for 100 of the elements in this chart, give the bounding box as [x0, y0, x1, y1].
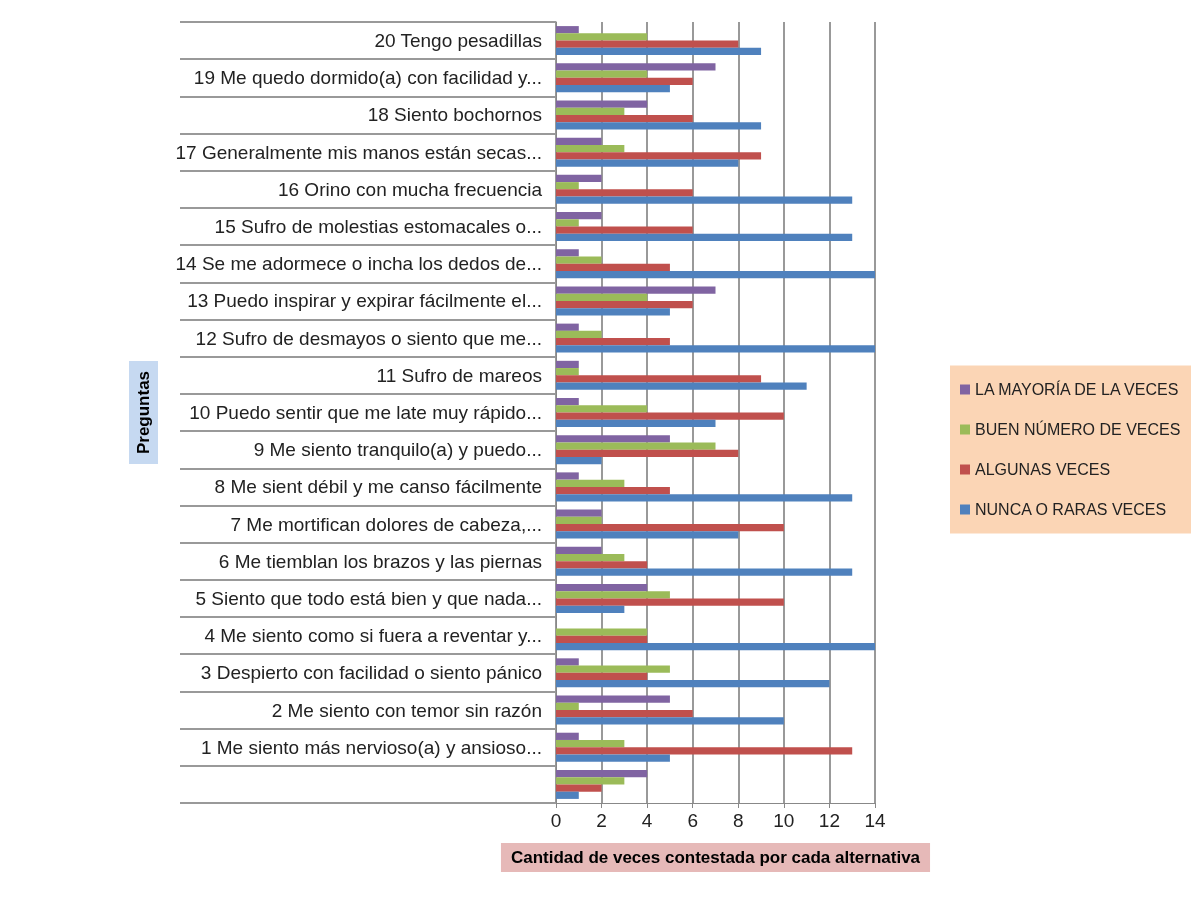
bar — [556, 249, 579, 257]
bar — [556, 382, 807, 390]
bar — [556, 754, 670, 762]
bar — [556, 212, 602, 220]
bar — [556, 665, 670, 673]
legend-label: ALGUNAS VECES — [975, 461, 1111, 478]
legend-label: LA MAYORÍA DE LA VECES — [975, 380, 1179, 398]
bar — [556, 546, 602, 555]
bar — [556, 375, 762, 383]
bar — [556, 323, 579, 331]
bar — [556, 308, 670, 316]
y-tick-label: 18 Siento bochornos — [367, 104, 542, 126]
bar — [556, 270, 875, 279]
y-tick-label: 8 Me sient débil y me canso fácilmente — [214, 476, 542, 498]
x-tick-label: 0 — [550, 810, 562, 831]
bar — [556, 531, 739, 539]
bar — [556, 449, 739, 457]
bar — [556, 293, 648, 301]
bar — [556, 479, 625, 487]
bar — [556, 628, 648, 636]
bar — [556, 338, 670, 346]
bar — [556, 122, 762, 130]
bar — [556, 405, 648, 413]
bar — [556, 182, 579, 190]
bar — [556, 286, 716, 294]
legend-label: NUNCA O RARAS VECES — [975, 501, 1167, 518]
bar — [556, 524, 784, 532]
bar — [556, 710, 693, 718]
bar — [556, 360, 579, 369]
bar — [556, 144, 625, 153]
bar — [556, 568, 853, 576]
bar — [556, 256, 602, 264]
bar — [556, 591, 670, 599]
x-tick-label: 6 — [687, 810, 698, 831]
x-tick-label: 14 — [864, 810, 886, 831]
bar — [556, 486, 670, 495]
bar — [556, 583, 648, 592]
bar — [556, 456, 602, 465]
x-tick-label: 12 — [818, 810, 840, 831]
bar — [556, 442, 716, 450]
bar — [556, 739, 625, 748]
bar — [556, 100, 648, 108]
bar — [556, 263, 670, 271]
bar — [556, 114, 693, 123]
y-tick-label: 17 Generalmente mis manos están secas... — [175, 141, 542, 163]
bar — [556, 435, 670, 443]
bar — [556, 732, 579, 740]
bar — [556, 174, 602, 183]
bar — [556, 516, 602, 525]
bar — [556, 561, 648, 569]
y-tick-label: 13 Puedo inspirar y expirar fácilmente el... — [187, 290, 542, 312]
legend-label: BUEN NÚMERO DE VECES — [975, 420, 1181, 438]
y-tick-label: 10 Puedo sentir que me late muy rápido... — [189, 402, 542, 423]
bar — [556, 196, 853, 204]
bar — [556, 219, 579, 227]
y-tick-label: 3 Despierto con facilidad o siento pánico — [200, 662, 542, 684]
bar — [556, 554, 625, 562]
bar — [556, 47, 762, 56]
bar — [556, 635, 648, 643]
y-tick-label: 7 Me mortifican dolores de cabeza,... — [230, 513, 542, 535]
bar — [556, 107, 625, 115]
bar — [556, 26, 579, 34]
y-tick-label: 16 Orino con mucha frecuencia — [277, 178, 543, 200]
bar — [556, 233, 853, 242]
x-tick-label: 8 — [733, 810, 744, 831]
y-tick-label: 1 Me siento más nervioso(a) y ansioso... — [200, 736, 542, 758]
x-tick-label: 10 — [773, 810, 795, 831]
y-tick-label: 11 Sufro de mareos — [376, 364, 542, 386]
bar — [556, 509, 602, 517]
bar — [556, 769, 648, 778]
bar — [556, 702, 579, 711]
x-tick-label: 2 — [596, 810, 607, 831]
x-tick-label: 4 — [641, 810, 653, 831]
bar — [556, 472, 579, 480]
bar — [556, 85, 670, 93]
bar — [556, 77, 693, 86]
bar — [556, 137, 602, 145]
bar — [556, 747, 853, 755]
bar — [556, 330, 602, 339]
bar — [556, 784, 602, 792]
y-axis-title: Preguntas — [134, 370, 153, 455]
bar — [556, 419, 716, 427]
y-tick-label: 15 Sufro de molestias estomacales o... — [214, 216, 542, 238]
bar — [556, 398, 579, 406]
y-tick-label: 20 Tengo pesadillas — [374, 30, 542, 52]
y-tick-label: 2 Me siento con temor sin razón — [271, 699, 542, 721]
bar — [556, 33, 648, 41]
y-tick-label: 14 Se me adormece o incha los dedos de... — [175, 253, 542, 275]
y-tick-label: 19 Me quedo dormido(a) con facilidad y... — [193, 67, 542, 89]
y-tick-label: 4 Me siento como si fuera a reventar y... — [204, 625, 542, 647]
bar — [556, 368, 579, 376]
bar — [556, 345, 875, 353]
bar — [556, 159, 739, 167]
bar — [556, 70, 648, 78]
bar — [556, 63, 716, 71]
bar — [556, 494, 853, 502]
y-tick-label: 9 Me siento tranquilo(a) y puedo... — [253, 439, 542, 461]
bar — [556, 598, 784, 606]
bar — [556, 300, 693, 309]
y-tick-label: 12 Sufro de desmayos o siento que me... — [195, 327, 542, 349]
